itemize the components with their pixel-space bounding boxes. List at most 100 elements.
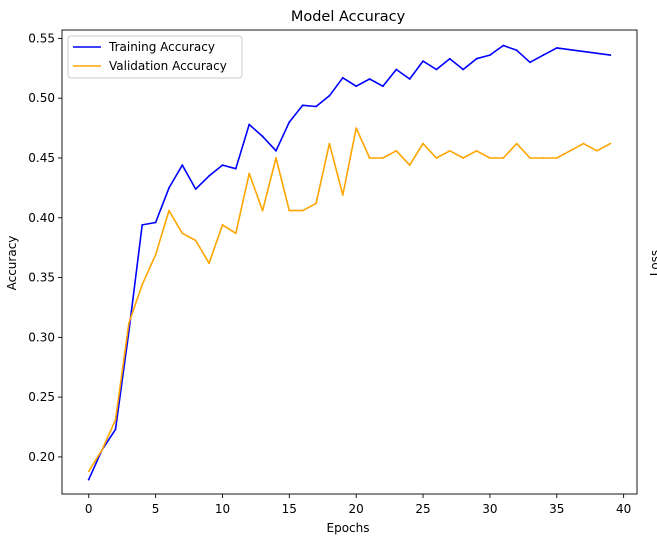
series-0-point xyxy=(449,58,451,60)
series-0-point xyxy=(489,54,491,56)
series-1-point xyxy=(583,143,585,145)
series-1-point xyxy=(516,143,518,145)
series-1-point xyxy=(248,173,250,175)
y-axis-label: Accuracy xyxy=(5,236,19,291)
y-tick-label: 0.35 xyxy=(28,271,55,285)
x-tick-label: 5 xyxy=(152,502,160,516)
series-1-point xyxy=(155,254,157,256)
series-0-point xyxy=(342,77,344,79)
series-1-point xyxy=(395,150,397,152)
series-0-point xyxy=(355,85,357,87)
series-1-point xyxy=(502,157,504,159)
series-1-point xyxy=(288,210,290,212)
series-0-point xyxy=(208,175,210,177)
series-0-point xyxy=(315,106,317,108)
series-1-point xyxy=(275,157,277,159)
series-1-point xyxy=(596,150,598,152)
series-1-point xyxy=(141,284,143,286)
x-tick-label: 0 xyxy=(85,502,93,516)
series-1-point xyxy=(543,157,545,159)
series-0-point xyxy=(502,45,504,47)
series-0-point xyxy=(476,58,478,60)
series-0-point xyxy=(462,69,464,71)
series-1-point xyxy=(436,157,438,159)
series-0-point xyxy=(543,54,545,56)
series-0-point xyxy=(382,85,384,87)
series-1-point xyxy=(222,224,224,226)
series-0-point xyxy=(115,429,117,431)
series-1-point xyxy=(422,143,424,145)
y-tick-label: 0.55 xyxy=(28,31,55,45)
y-tick-label: 0.25 xyxy=(28,390,55,404)
series-1-point xyxy=(88,470,90,472)
series-1-point xyxy=(262,210,264,212)
x-tick-label: 25 xyxy=(415,502,430,516)
series-0-point xyxy=(141,224,143,226)
series-1-point xyxy=(409,164,411,166)
series-0-point xyxy=(409,78,411,80)
series-0-point xyxy=(516,49,518,51)
series-0-point xyxy=(155,222,157,224)
series-1-point xyxy=(449,150,451,152)
x-tick-label: 35 xyxy=(549,502,564,516)
y-tick-label: 0.30 xyxy=(28,330,55,344)
series-0-point xyxy=(556,47,558,49)
legend-label-0: Training Accuracy xyxy=(108,40,215,54)
chart-title: Model Accuracy xyxy=(291,9,406,25)
series-1-point xyxy=(195,240,197,242)
series-1-point xyxy=(208,262,210,264)
series-1-point xyxy=(529,157,531,159)
series-0-point xyxy=(302,104,304,106)
x-tick-label: 40 xyxy=(616,502,631,516)
series-1-point xyxy=(369,157,371,159)
series-1-point xyxy=(342,194,344,196)
series-1-point xyxy=(315,203,317,205)
series-1-point xyxy=(101,449,103,451)
series-1-point xyxy=(462,157,464,159)
series-0-point xyxy=(168,187,170,189)
series-0-point xyxy=(369,78,371,80)
legend: Training Accuracy Validation Accuracy xyxy=(68,36,242,78)
series-1-point xyxy=(302,210,304,212)
legend-label-1: Validation Accuracy xyxy=(109,59,227,73)
series-0-point xyxy=(181,164,183,166)
series-0-point xyxy=(235,168,237,170)
series-1-point xyxy=(115,419,117,421)
y-tick-label: 0.20 xyxy=(28,450,55,464)
x-tick-label: 20 xyxy=(349,502,364,516)
series-0-point xyxy=(288,121,290,123)
series-1-point xyxy=(355,127,357,129)
x-axis-label: Epochs xyxy=(327,521,370,535)
series-0-point xyxy=(275,150,277,152)
series-0-point xyxy=(422,60,424,62)
series-0-point xyxy=(195,188,197,190)
series-1-point xyxy=(569,150,571,152)
series-1-point xyxy=(329,143,331,145)
series-0-point xyxy=(222,164,224,166)
series-1-point xyxy=(382,157,384,159)
series-1-point xyxy=(235,232,237,234)
series-0-point xyxy=(262,136,264,138)
second-chart-y-axis-label-cutoff: Loss xyxy=(648,250,657,276)
series-1-point xyxy=(489,157,491,159)
series-0-point xyxy=(88,479,90,481)
x-tick-label: 10 xyxy=(215,502,230,516)
series-1-point xyxy=(168,210,170,212)
series-1-point xyxy=(609,143,611,145)
series-0-point xyxy=(529,61,531,63)
y-tick-label: 0.50 xyxy=(28,91,55,105)
series-0-point xyxy=(609,54,611,56)
series-0-point xyxy=(329,95,331,97)
series-0-point xyxy=(436,69,438,71)
series-1-point xyxy=(556,157,558,159)
y-tick-label: 0.45 xyxy=(28,151,55,165)
x-tick-label: 30 xyxy=(482,502,497,516)
series-0-point xyxy=(395,69,397,71)
x-tick-label: 15 xyxy=(282,502,297,516)
series-1-point xyxy=(181,232,183,234)
series-0-point xyxy=(248,124,250,126)
series-1-point xyxy=(476,150,478,152)
y-tick-label: 0.40 xyxy=(28,211,55,225)
series-1-point xyxy=(128,322,130,324)
